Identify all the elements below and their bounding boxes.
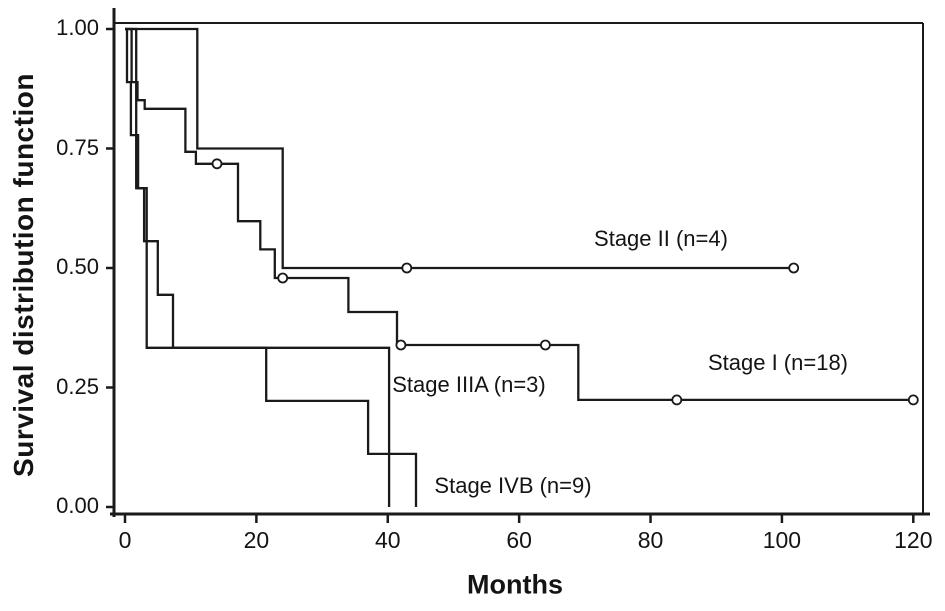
x-tick-label: 120: [894, 527, 933, 553]
y-axis-title: Survival distribution function: [8, 73, 39, 477]
curve-label-stage-ii: Stage II (n=4): [594, 226, 728, 251]
x-tick-label: 40: [374, 527, 401, 553]
y-tick-label: 0.25: [56, 373, 99, 399]
censor-mark-stage-i: [211, 158, 223, 170]
x-tick-label: 80: [637, 527, 664, 553]
y-tick-label: 0.75: [56, 134, 99, 160]
curve-label-stage-i: Stage I (n=18): [707, 350, 849, 375]
survival-curve-stage-ivb: [125, 27, 418, 507]
censor-mark-stage-i: [277, 272, 289, 284]
y-tick-label: 0.50: [56, 254, 99, 279]
survival-curve-stage-i: [125, 27, 914, 402]
y-tick-label: 1.00: [56, 15, 99, 40]
x-tick-label: 60: [506, 527, 532, 553]
x-tick-label: 20: [243, 527, 270, 553]
survival-curve-stage-iiia: [125, 27, 391, 507]
censor-mark-stage-ii: [788, 262, 800, 274]
censor-mark-stage-i: [671, 394, 683, 406]
censor-mark-stage-ii: [401, 262, 413, 274]
x-tick-label: 100: [762, 527, 802, 553]
x-axis-title: Months: [467, 569, 563, 600]
censor-mark-stage-i: [540, 339, 551, 351]
x-tick-label: 0: [118, 527, 132, 553]
curve-label-stage-ivb: Stage IVB (n=9): [434, 473, 592, 498]
y-tick-label: 0.00: [56, 493, 99, 518]
curve-label-stage-iiia: Stage IIIA (n=3): [392, 372, 546, 397]
survival-curve-stage-ii: [125, 27, 794, 270]
censor-mark-stage-i: [395, 339, 407, 351]
censor-mark-stage-i: [907, 394, 919, 406]
